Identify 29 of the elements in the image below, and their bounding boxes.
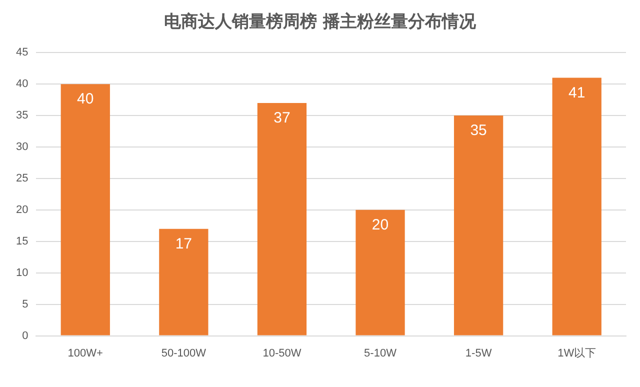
y-tick-label: 40 — [16, 78, 28, 90]
x-tick-label: 5-10W — [364, 347, 398, 360]
y-tick-label: 0 — [22, 330, 28, 342]
y-tick-label: 15 — [16, 235, 28, 248]
x-tick-label: 1W以下 — [558, 346, 596, 360]
chart-title: 电商达人销量榜周榜 播主粉丝量分布情况 — [163, 11, 477, 34]
bar — [552, 78, 602, 336]
x-tick-label: 50-100W — [161, 347, 207, 360]
x-tick-label: 1-5W — [465, 347, 492, 360]
data-label: 40 — [77, 90, 94, 108]
bar — [454, 116, 504, 336]
bar — [257, 102, 307, 336]
y-tick-label: 20 — [16, 204, 28, 216]
bar — [60, 84, 110, 336]
y-tick-label: 45 — [16, 46, 28, 59]
data-label: 17 — [175, 235, 192, 252]
y-tick-label: 35 — [16, 110, 28, 122]
y-tick-label: 10 — [16, 266, 28, 279]
data-label: 35 — [470, 122, 487, 140]
y-tick-label: 5 — [22, 298, 28, 310]
x-tick-label: 10-50W — [262, 347, 302, 360]
data-label: 37 — [274, 110, 290, 127]
data-label: 20 — [372, 216, 389, 234]
bar — [356, 210, 405, 336]
y-tick-label: 30 — [16, 141, 28, 154]
data-label: 41 — [568, 84, 586, 102]
y-tick-label: 25 — [16, 172, 28, 184]
bar — [159, 228, 208, 336]
x-tick-label: 100W+ — [68, 347, 103, 360]
